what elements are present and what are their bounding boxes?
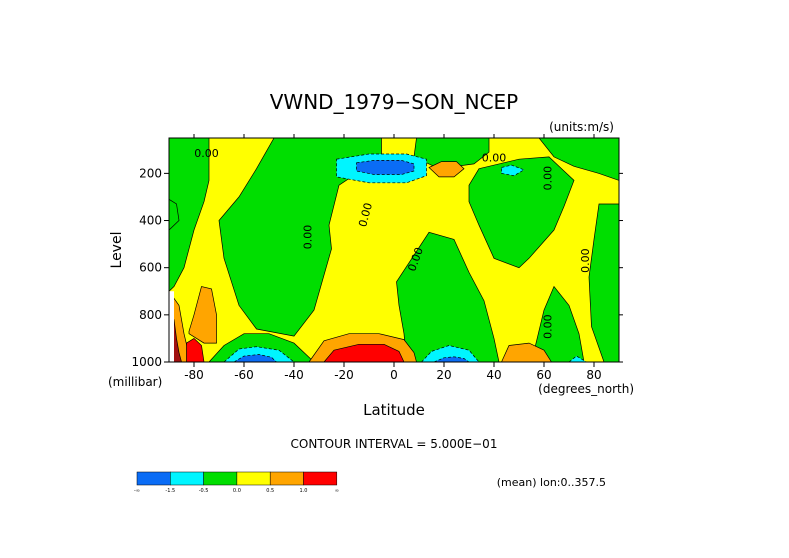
contour-region-blue-15: [356, 160, 415, 175]
y-tick-label-800: 800: [139, 308, 162, 322]
x-tick-label--60: -60: [234, 368, 254, 382]
x-tick-label-80: 80: [586, 368, 601, 382]
y-tick-label-200: 200: [139, 166, 162, 180]
units-label: (units:m/s): [549, 120, 614, 134]
x-tick-label-20: 20: [436, 368, 451, 382]
colorbar-label-5: 1.0: [300, 488, 308, 494]
x-axis: -80 -60 -40 -20 0 20 40 60 80: [184, 134, 602, 382]
x-tick-label-60: 60: [536, 368, 551, 382]
mean-label: (mean) lon:0..357.5: [497, 476, 606, 489]
contour-interval-label: CONTOUR INTERVAL = 5.000E−01: [291, 437, 498, 451]
contour-region-cyan-11: [501, 164, 525, 177]
contour-label-2: 0.00: [356, 201, 375, 228]
x-tick-label-0: 0: [390, 368, 398, 382]
x-tick-label--20: -20: [334, 368, 354, 382]
y-axis: 200 400 600 800 1000: [131, 166, 623, 369]
contour-label-7: 0.00: [579, 248, 592, 273]
contour-region-green-0: [168, 137, 210, 293]
contour-region-green-3: [468, 156, 575, 269]
contour-region-missing-26: [169, 291, 174, 362]
contour-regions: [168, 137, 620, 363]
y-units-label: (millibar): [108, 375, 162, 389]
colorbar-swatch-2: [203, 471, 238, 486]
colorbar-swatch-5: [303, 471, 338, 486]
contour-region-cyan-13: [420, 345, 480, 363]
contour-region-cyan-14: [567, 355, 588, 363]
colorbar-swatch-1: [170, 471, 204, 486]
colorbar-label-2: -0.5: [199, 488, 209, 494]
contour-label-5: 0.00: [542, 166, 555, 191]
plot-area: 0.000.000.000.000.000.000.000.00: [168, 137, 620, 363]
contour-label-0: 0.00: [194, 147, 219, 160]
colorbar-label-3: 0.0: [233, 488, 241, 494]
colorbar-label-4: 0.5: [266, 488, 274, 494]
y-tick-label-400: 400: [139, 214, 162, 228]
contour-label-6: 0.00: [542, 314, 555, 339]
colorbar-label-6: ∞: [335, 488, 339, 494]
contour-region-blue-16: [232, 354, 278, 363]
colorbar: -∞ -1.5 -0.5 0.0 0.5 1.0 ∞: [134, 471, 339, 494]
x-axis-title: Latitude: [363, 401, 425, 419]
contour-label-1: 0.00: [302, 225, 315, 250]
y-tick-label-1000: 1000: [131, 355, 162, 369]
colorbar-swatch-4: [269, 471, 304, 486]
y-axis-title: Level: [109, 232, 125, 269]
contour-label-4: 0.00: [482, 152, 507, 165]
y-tick-label-600: 600: [139, 261, 162, 275]
contour-region-orange-18: [428, 161, 465, 178]
colorbar-swatch-3: [236, 471, 271, 486]
colorbar-label-1: -1.5: [165, 488, 175, 494]
x-tick-label--40: -40: [284, 368, 304, 382]
x-units-label: (degrees_north): [538, 382, 634, 396]
colorbar-label-0: -∞: [134, 488, 140, 494]
colorbar-swatch-0: [136, 471, 171, 486]
contour-labels: 0.000.000.000.000.000.000.000.00: [194, 147, 592, 339]
chart-title: VWND_1979−SON_NCEP: [270, 90, 519, 114]
contour-region-green-6: [396, 231, 500, 363]
x-tick-label-40: 40: [486, 368, 501, 382]
contour-region-orange-20: [188, 286, 217, 344]
x-tick-label--80: -80: [184, 368, 204, 382]
